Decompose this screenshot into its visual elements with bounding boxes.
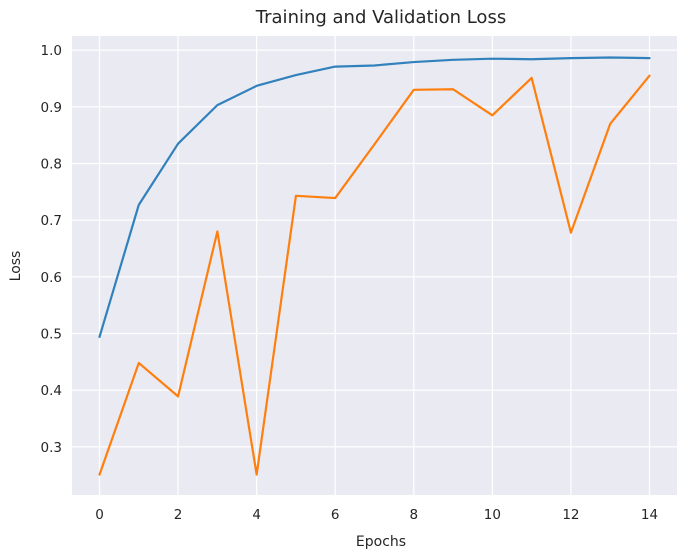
y-tick-label: 0.9 bbox=[41, 100, 62, 116]
y-tick-label: 0.7 bbox=[41, 213, 62, 229]
x-tick-label: 14 bbox=[641, 507, 658, 523]
x-tick-label: 4 bbox=[252, 507, 261, 523]
x-axis-label: Epochs bbox=[356, 534, 406, 550]
x-tick-label: 2 bbox=[174, 507, 183, 523]
chart-title: Training and Validation Loss bbox=[255, 7, 506, 28]
y-tick-label: 0.3 bbox=[41, 440, 62, 456]
x-tick-label: 10 bbox=[484, 507, 501, 523]
plot-area bbox=[72, 36, 677, 495]
y-tick-label: 0.5 bbox=[41, 327, 62, 343]
y-axis-label: Loss bbox=[8, 251, 24, 282]
x-tick-label: 0 bbox=[95, 507, 104, 523]
x-tick-labels: 0 2 4 6 8 10 12 14 bbox=[95, 507, 658, 523]
y-tick-labels: 0.3 0.4 0.5 0.6 0.7 0.8 0.9 1.0 bbox=[41, 43, 62, 456]
y-tick-label: 0.4 bbox=[41, 383, 62, 399]
y-tick-label: 0.6 bbox=[41, 270, 62, 286]
series-line-2 bbox=[98, 74, 651, 476]
x-tick-label: 6 bbox=[331, 507, 340, 523]
series-lines bbox=[98, 56, 651, 476]
series-line-1 bbox=[98, 56, 651, 338]
y-tick-label: 1.0 bbox=[41, 43, 62, 59]
x-tick-label: 12 bbox=[562, 507, 579, 523]
x-tick-label: 8 bbox=[409, 507, 418, 523]
y-tick-label: 0.8 bbox=[41, 157, 62, 173]
